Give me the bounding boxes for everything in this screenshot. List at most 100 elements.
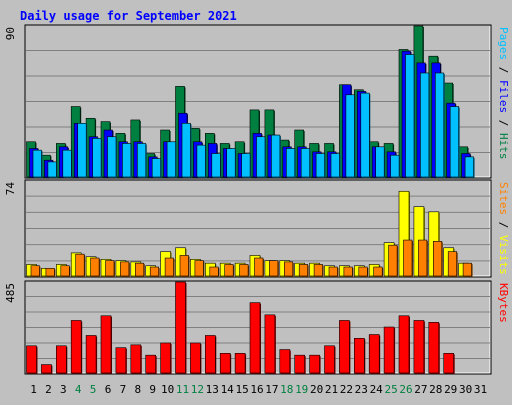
bar-kbytes bbox=[175, 281, 186, 374]
bar-pages bbox=[166, 141, 176, 178]
bar-pages bbox=[77, 123, 87, 178]
bar-pages bbox=[47, 161, 57, 178]
bar-sites bbox=[373, 266, 383, 277]
bar-kbytes bbox=[55, 345, 67, 374]
bar-sites bbox=[209, 266, 219, 277]
bar-sites bbox=[447, 251, 458, 277]
bar-sites bbox=[149, 266, 159, 277]
bar-kbytes bbox=[294, 354, 306, 374]
bar-sites bbox=[224, 264, 234, 277]
legend-label: Pages bbox=[497, 27, 510, 60]
bar-sites bbox=[269, 260, 279, 277]
bar-kbytes bbox=[130, 344, 142, 374]
bar-pages bbox=[196, 144, 206, 178]
bar-pages bbox=[32, 149, 42, 178]
panel-kbytes: 485 KBytes bbox=[4, 280, 510, 375]
legend-separator: / bbox=[497, 60, 510, 80]
bar-pages bbox=[330, 153, 340, 178]
chart-title: Daily usage for September 2021 bbox=[20, 9, 237, 23]
bar-kbytes bbox=[160, 342, 171, 374]
bar-kbytes bbox=[279, 349, 291, 374]
bar-pages bbox=[434, 72, 445, 178]
bar-pages bbox=[405, 54, 415, 178]
bar-kbytes bbox=[309, 354, 320, 374]
bar-sites bbox=[403, 239, 413, 277]
bar-kbytes bbox=[145, 354, 156, 374]
bar-sites bbox=[254, 257, 264, 277]
bar-sites bbox=[313, 264, 323, 277]
bar-sites bbox=[75, 253, 85, 277]
x-tick-label: 18 bbox=[280, 383, 293, 396]
bar-sites bbox=[30, 265, 40, 277]
bar-sites bbox=[358, 266, 368, 277]
x-tick-label: 19 bbox=[295, 383, 308, 396]
bar-pages bbox=[464, 156, 474, 178]
bar-kbytes bbox=[368, 334, 380, 374]
bar-pages bbox=[390, 154, 400, 178]
bar-pages bbox=[256, 136, 266, 178]
x-tick-label: 20 bbox=[310, 383, 323, 396]
bar-kbytes bbox=[100, 315, 112, 374]
x-tick-label: 8 bbox=[134, 383, 141, 396]
legend-label: KBytes bbox=[497, 283, 510, 323]
bar-pages bbox=[211, 153, 221, 178]
y-axis-legend: KBytes bbox=[497, 283, 510, 323]
bar-sites bbox=[388, 244, 398, 277]
bar-pages bbox=[226, 148, 236, 178]
bar-pages bbox=[420, 72, 430, 178]
x-tick-label: 1 bbox=[30, 383, 37, 396]
bar-kbytes bbox=[383, 326, 395, 374]
bar-pages bbox=[107, 136, 117, 178]
bar-kbytes bbox=[41, 364, 52, 374]
bar-sites bbox=[164, 257, 174, 277]
bar-sites bbox=[328, 266, 338, 277]
bar-kbytes bbox=[26, 345, 37, 374]
bar-sites bbox=[343, 266, 353, 277]
x-tick-label: 29 bbox=[444, 383, 457, 396]
panel-visits-sites: 74 Sites / Visits bbox=[4, 179, 510, 278]
bar-kbytes bbox=[234, 352, 246, 374]
bar-sites bbox=[45, 267, 55, 277]
bar-sites bbox=[283, 261, 294, 277]
bar-kbytes bbox=[443, 352, 455, 374]
bar-pages bbox=[92, 138, 102, 178]
bar-pages bbox=[360, 92, 370, 178]
x-tick-label: 14 bbox=[221, 383, 235, 396]
bar-kbytes bbox=[428, 322, 440, 374]
bar-kbytes bbox=[413, 320, 425, 374]
x-tick-label: 24 bbox=[370, 383, 384, 396]
x-tick-label: 23 bbox=[355, 383, 368, 396]
x-tick-label: 6 bbox=[105, 383, 112, 396]
x-tick-label: 7 bbox=[120, 383, 127, 396]
bar-sites bbox=[135, 262, 145, 277]
x-tick-label: 22 bbox=[340, 383, 353, 396]
x-tick-label: 25 bbox=[384, 383, 397, 396]
bar-kbytes bbox=[115, 347, 127, 374]
x-tick-label: 9 bbox=[149, 383, 156, 396]
bar-pages bbox=[285, 148, 296, 178]
bar-kbytes bbox=[85, 335, 97, 374]
x-tick-label: 16 bbox=[250, 383, 263, 396]
bar-sites bbox=[418, 239, 428, 277]
bar-kbytes bbox=[190, 342, 201, 374]
legend-label: Sites bbox=[497, 182, 510, 215]
bar-pages bbox=[62, 149, 72, 178]
y-max-label: 485 bbox=[4, 283, 17, 303]
bar-kbytes bbox=[249, 302, 261, 374]
x-tick-label: 10 bbox=[161, 383, 174, 396]
x-tick-label: 12 bbox=[191, 383, 204, 396]
bar-sites bbox=[298, 264, 309, 277]
bar-pages bbox=[181, 123, 191, 178]
x-tick-label: 21 bbox=[325, 383, 338, 396]
x-tick-label: 31 bbox=[474, 383, 487, 396]
bar-pages bbox=[449, 106, 460, 178]
legend-label: Hits bbox=[497, 133, 510, 160]
x-tick-label: 13 bbox=[206, 383, 219, 396]
x-tick-label: 5 bbox=[90, 383, 97, 396]
bar-kbytes bbox=[264, 314, 276, 374]
x-tick-label: 15 bbox=[235, 383, 248, 396]
bar-sites bbox=[194, 260, 204, 277]
x-tick-label: 17 bbox=[265, 383, 278, 396]
x-tick-label: 3 bbox=[60, 383, 67, 396]
